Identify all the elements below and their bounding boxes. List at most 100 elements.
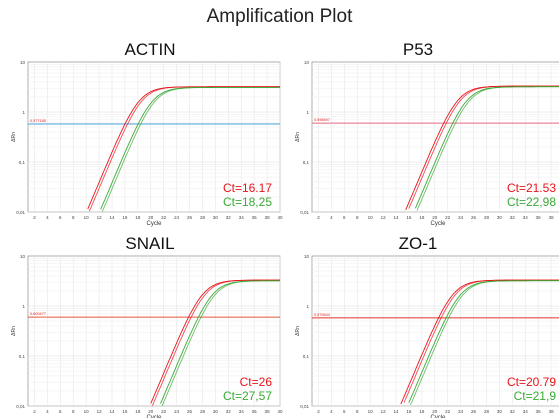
x-tick-label: 28: [200, 409, 206, 414]
threshold-label: 0,579644: [314, 313, 330, 317]
x-tick-label: 4: [46, 409, 49, 414]
y-axis-label: ΔRn: [295, 132, 301, 142]
x-tick-label: 32: [510, 409, 516, 414]
x-tick-label: 38: [549, 409, 555, 414]
x-tick-label: 16: [122, 409, 128, 414]
x-tick-label: 26: [187, 215, 193, 220]
y-tick-label: 0,1: [303, 354, 310, 359]
y-tick-label: 10: [304, 254, 310, 259]
x-tick-label: 34: [523, 215, 529, 220]
x-tick-label: 2: [33, 215, 36, 220]
ct-value-label: Ct=21.53: [507, 181, 556, 195]
threshold-label: 0,600477: [30, 312, 46, 316]
y-tick-label: 0,01: [16, 210, 25, 215]
x-tick-label: 26: [471, 215, 477, 220]
x-tick-label: 28: [484, 215, 490, 220]
x-tick-label: 12: [97, 409, 103, 414]
x-tick-label: 20: [432, 409, 438, 414]
x-tick-label: 22: [161, 215, 167, 220]
y-tick-label: 10: [20, 254, 26, 259]
x-tick-label: 6: [59, 215, 62, 220]
y-tick-label: 1: [22, 110, 25, 115]
panel-title-p53: P53: [402, 40, 434, 59]
y-tick-label: 10: [304, 60, 310, 65]
x-tick-label: 24: [458, 409, 464, 414]
x-tick-label: 36: [536, 215, 542, 220]
x-tick-label: 24: [174, 409, 180, 414]
ct-value-label: Ct=26: [240, 375, 273, 389]
x-tick-label: 8: [356, 215, 359, 220]
amplification-curve-red: [403, 279, 559, 403]
ct-value-label: Ct=27,57: [223, 389, 272, 403]
x-tick-label: 20: [432, 215, 438, 220]
x-tick-label: 30: [497, 409, 503, 414]
amplification-curve-red: [151, 279, 280, 406]
x-tick-label: 14: [393, 215, 399, 220]
x-tick-label: 18: [419, 215, 425, 220]
panel-title-zo1: ZO-1: [398, 234, 438, 253]
x-tick-label: 6: [59, 409, 62, 414]
x-tick-label: 6: [343, 215, 346, 220]
x-tick-label: 14: [109, 409, 115, 414]
x-tick-label: 32: [226, 215, 232, 220]
x-tick-label: 12: [97, 215, 103, 220]
x-tick-label: 26: [187, 409, 193, 414]
x-tick-label: 14: [393, 409, 399, 414]
x-tick-label: 34: [523, 409, 529, 414]
x-tick-label: 20: [148, 215, 154, 220]
x-tick-label: 4: [46, 215, 49, 220]
threshold-label: 0,598697: [314, 118, 330, 122]
x-tick-label: 38: [265, 215, 271, 220]
ct-value-label: Ct=16.17: [223, 181, 272, 195]
panel-title-snail: SNAIL: [125, 234, 175, 253]
x-tick-label: 38: [549, 215, 555, 220]
x-tick-label: 18: [419, 409, 425, 414]
x-tick-label: 2: [33, 409, 36, 414]
y-tick-label: 0,1: [303, 160, 310, 165]
x-tick-label: 24: [174, 215, 180, 220]
x-tick-label: 30: [213, 215, 219, 220]
y-tick-label: 1: [22, 304, 25, 309]
x-tick-label: 10: [368, 215, 374, 220]
y-tick-label: 0,01: [300, 404, 309, 409]
x-axis-label: Cycle: [146, 221, 162, 227]
x-tick-label: 38: [265, 409, 271, 414]
y-tick-label: 1: [306, 304, 309, 309]
y-tick-label: 1: [306, 110, 309, 115]
x-tick-label: 14: [109, 215, 115, 220]
y-axis-label: ΔRn: [11, 132, 17, 142]
x-tick-label: 36: [252, 409, 258, 414]
y-tick-label: 0,01: [300, 210, 309, 215]
x-tick-label: 40: [277, 409, 283, 414]
x-tick-label: 32: [226, 409, 232, 414]
x-tick-label: 18: [135, 409, 141, 414]
x-tick-label: 8: [72, 409, 75, 414]
x-tick-label: 4: [330, 215, 333, 220]
y-tick-label: 10: [20, 60, 26, 65]
amplification-curve-green: [416, 86, 559, 211]
x-tick-label: 28: [484, 409, 490, 414]
y-axis-label: ΔRn: [295, 326, 301, 336]
x-tick-label: 20: [148, 409, 154, 414]
x-tick-label: 28: [200, 215, 206, 220]
x-axis-label: Cycle: [430, 221, 446, 227]
ct-value-label: Ct=20.79: [507, 375, 556, 389]
ct-value-label: Ct=18,25: [223, 195, 272, 209]
x-tick-label: 12: [381, 215, 387, 220]
x-tick-label: 40: [277, 215, 283, 220]
x-tick-label: 30: [213, 409, 219, 414]
x-tick-label: 12: [381, 409, 387, 414]
x-tick-label: 2: [317, 215, 320, 220]
page-title: Amplification Plot: [206, 6, 353, 27]
y-tick-label: 0,1: [19, 160, 26, 165]
x-tick-label: 22: [445, 409, 451, 414]
amplification-curve-green: [161, 280, 280, 407]
panel-title-actin: ACTIN: [124, 40, 176, 59]
x-tick-label: 22: [445, 215, 451, 220]
x-tick-label: 16: [406, 409, 412, 414]
x-tick-label: 30: [497, 215, 503, 220]
amplification-curve-red: [408, 85, 559, 209]
x-tick-label: 36: [252, 215, 258, 220]
x-tick-label: 34: [239, 409, 245, 414]
